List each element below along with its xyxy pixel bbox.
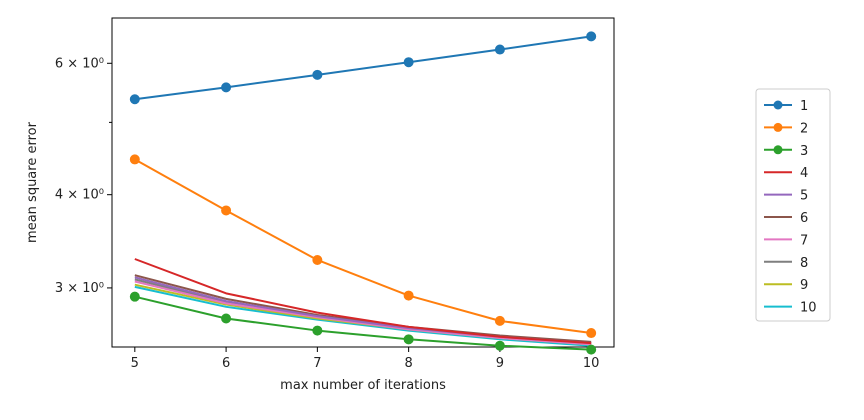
series-2 [129, 154, 597, 339]
legend-label: 4 [800, 166, 808, 181]
series-point-2 [221, 205, 232, 216]
series-point-3 [403, 334, 414, 345]
series-line-5 [134, 276, 592, 345]
legend-item-1: 1 [764, 99, 808, 114]
series-point-2 [312, 254, 323, 265]
series-point-2 [403, 290, 414, 301]
series-1 [129, 31, 597, 105]
plot-area [111, 17, 615, 348]
x-tick-label: 9 [496, 356, 504, 371]
series-4 [134, 258, 592, 345]
series-7 [134, 280, 592, 346]
y-tick-label: 4 × 10⁰ [55, 188, 104, 203]
x-axis-label: max number of iterations [280, 378, 446, 393]
y-axis-label: mean square error [25, 121, 40, 243]
series-8 [134, 278, 592, 345]
legend-item-9: 9 [764, 278, 808, 293]
legend-marker [773, 100, 783, 110]
series-line-4 [134, 258, 592, 345]
x-tick-label: 6 [222, 356, 230, 371]
legend-marker [773, 145, 783, 155]
series-point-1 [312, 69, 323, 80]
series-point-2 [586, 328, 597, 339]
y-tick-label: 6 × 10⁰ [55, 56, 104, 71]
legend-item-5: 5 [764, 189, 808, 204]
series-point-1 [129, 94, 140, 105]
legend-item-2: 2 [764, 121, 808, 136]
series-3 [129, 291, 597, 355]
legend-label: 7 [800, 233, 808, 248]
series-line-3 [134, 295, 592, 351]
legend-label: 9 [800, 278, 808, 293]
legend-item-4: 4 [764, 166, 808, 181]
legend-label: 8 [800, 256, 808, 271]
legend-label: 2 [800, 121, 808, 136]
series-point-1 [403, 57, 414, 68]
legend-label: 5 [800, 189, 808, 204]
series-point-3 [586, 344, 597, 355]
y-axis: 3 × 10⁰ 4 × 10⁰ 6 × 10⁰ [55, 56, 112, 296]
series-line-10 [134, 285, 592, 347]
legend-label: 1 [800, 99, 808, 114]
series-point-3 [494, 340, 505, 351]
legend: 1 2 3 4 5 6 7 8 9 10 [755, 88, 831, 322]
y-tick-label: 3 × 10⁰ [55, 281, 104, 296]
legend-label: 6 [800, 211, 808, 226]
legend-item-6: 6 [764, 211, 808, 226]
series-6 [134, 274, 592, 343]
series-layer [129, 31, 597, 355]
series-point-3 [312, 325, 323, 336]
x-tick-label: 8 [404, 356, 412, 371]
x-tick-label: 5 [131, 356, 139, 371]
legend-item-3: 3 [764, 144, 808, 159]
legend-label: 3 [800, 144, 808, 159]
series-line-6 [134, 274, 592, 343]
series-point-2 [129, 154, 140, 165]
legend-item-8: 8 [764, 256, 808, 271]
series-line-2 [134, 158, 592, 335]
series-point-3 [221, 313, 232, 324]
legend-marker [773, 122, 783, 132]
series-line-7 [134, 280, 592, 346]
series-point-2 [494, 315, 505, 326]
series-point-1 [494, 44, 505, 55]
legend-label: 10 [800, 301, 817, 316]
series-line-8 [134, 278, 592, 345]
x-axis: 5 6 7 8 9 10 [131, 347, 600, 371]
legend-box [755, 88, 831, 322]
legend-item-10: 10 [764, 301, 817, 316]
series-point-1 [221, 82, 232, 93]
x-tick-label: 7 [313, 356, 321, 371]
series-5 [134, 276, 592, 345]
series-point-3 [129, 291, 140, 302]
x-tick-label: 10 [583, 356, 600, 371]
legend-item-7: 7 [764, 233, 808, 248]
series-10 [134, 285, 592, 347]
plot-frame [111, 17, 615, 348]
series-line-1 [134, 35, 592, 101]
series-point-1 [586, 31, 597, 42]
